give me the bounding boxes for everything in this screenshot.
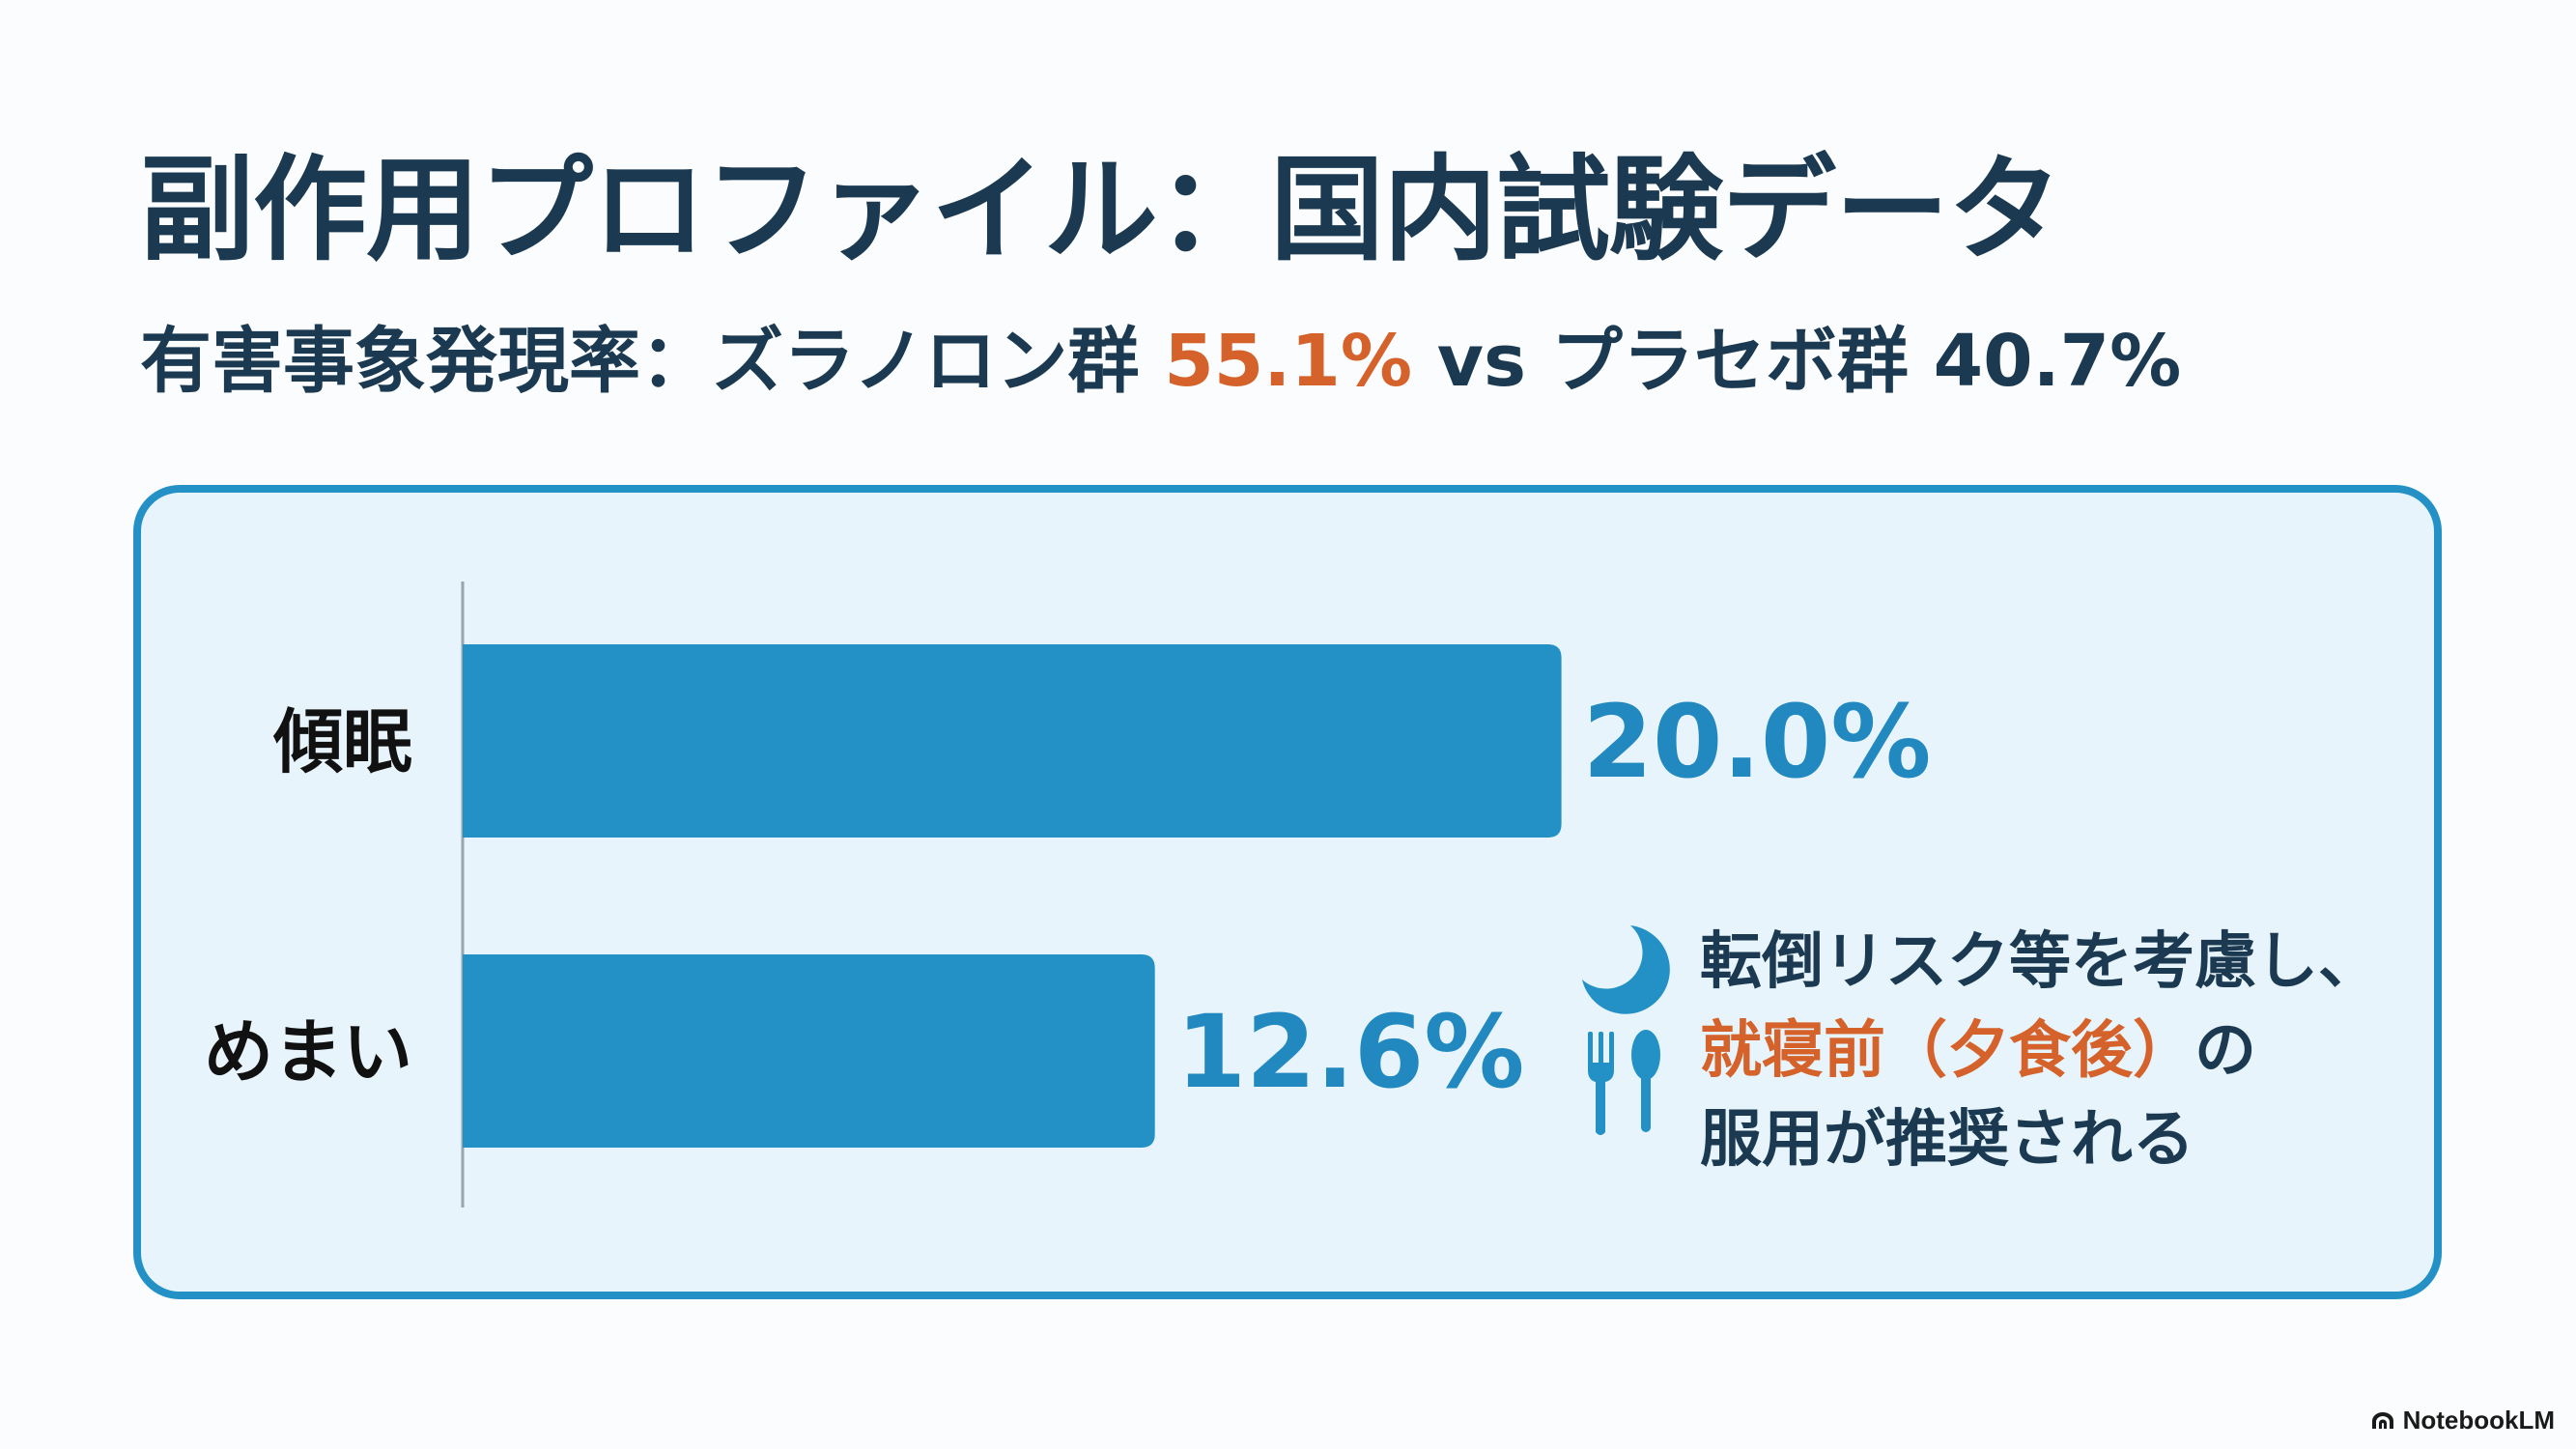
- bar-2: [463, 954, 1155, 1148]
- brand-label: NotebookLM: [2402, 1406, 2555, 1435]
- value-label-1: 20.0%: [1583, 683, 1932, 801]
- drug-rate: 55.1%: [1164, 320, 1413, 403]
- chart-panel: 傾眠 20.0% めまい 12.6%: [133, 485, 2442, 1299]
- note-line-1: 転倒リスク等を考慮し、: [1700, 926, 2380, 998]
- category-label-1: 傾眠: [272, 701, 412, 782]
- note-line-2: 就寝前（夕食後）の: [1700, 1007, 2380, 1095]
- note-line-3: 服用が推奨される: [1700, 1104, 2194, 1176]
- notebooklm-logo-icon: [2371, 1411, 2393, 1429]
- category-label-2: めまい: [204, 1011, 412, 1093]
- page-title: 副作用プロファイル：国内試験データ: [140, 143, 2062, 276]
- bar-1: [463, 644, 1562, 838]
- utensils-icon: [1588, 1030, 1660, 1135]
- recommendation-note: 転倒リスク等を考慮し、 就寝前（夕食後）の 服用が推奨される: [1574, 918, 2444, 1198]
- bar-chart: 傾眠 20.0% めまい 12.6%: [204, 582, 1932, 1208]
- placebo-rate: 40.7%: [1933, 320, 2182, 403]
- subtitle-middle: vs プラセボ群: [1412, 320, 1934, 403]
- value-label-2: 12.6%: [1176, 993, 1525, 1111]
- moon-icon: [1582, 925, 1670, 1014]
- subtitle-prefix: 有害事象発現率：ズラノロン群: [140, 320, 1165, 403]
- note-highlight: 就寝前（夕食後）: [1700, 1015, 2194, 1087]
- note-icons: [1582, 925, 1670, 1135]
- note-text: 転倒リスク等を考慮し、 就寝前（夕食後）の 服用が推奨される: [1700, 918, 2380, 1184]
- note-line-2-rest: の: [2194, 1015, 2256, 1087]
- brand-watermark: NotebookLM: [2370, 1406, 2555, 1435]
- page-subtitle: 有害事象発現率：ズラノロン群 55.1% vs プラセボ群 40.7%: [140, 319, 2181, 405]
